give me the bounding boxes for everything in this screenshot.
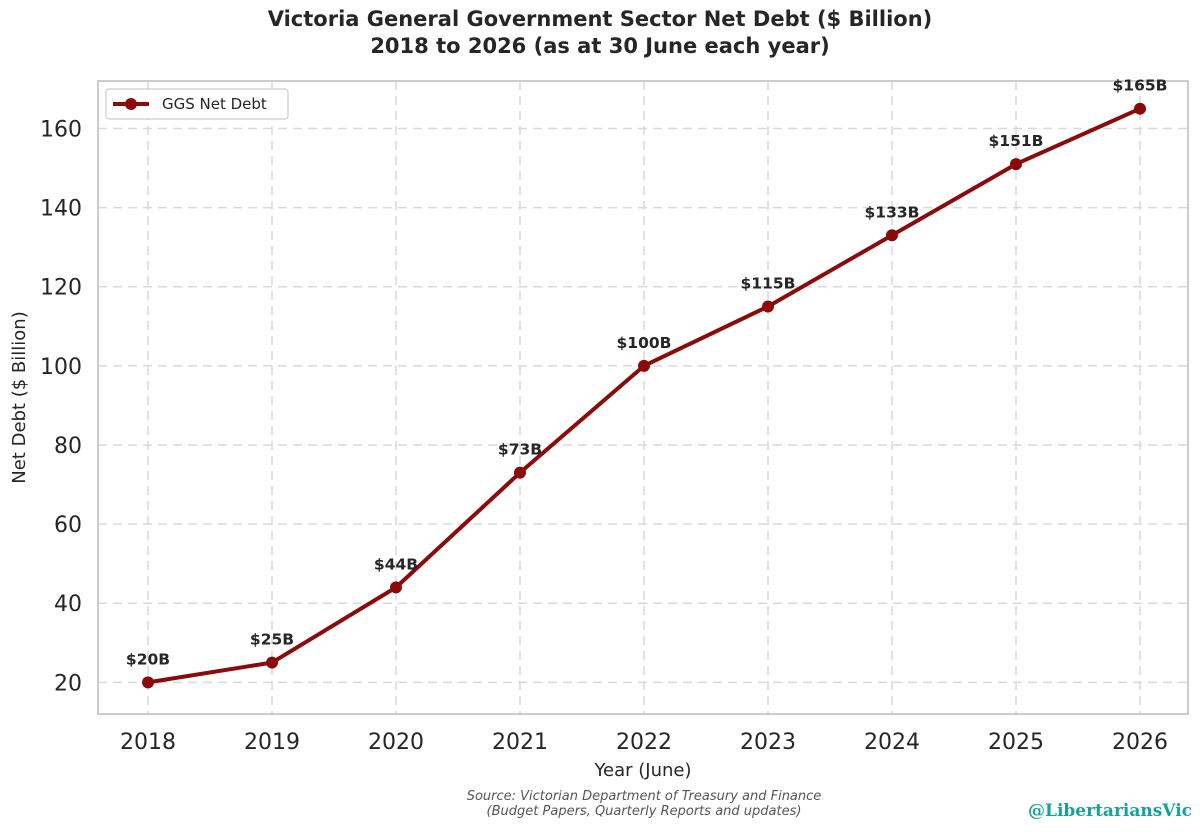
data-label-2024: $133B [865, 203, 920, 221]
y-tick-label-60: 60 [54, 513, 82, 538]
plot-frame [97, 80, 1189, 715]
legend-box [105, 88, 289, 120]
data-point-2020 [390, 581, 402, 594]
twitter-handle: @LibertariansVic [1028, 801, 1192, 821]
x-tick-label-2025: 2025 [988, 730, 1044, 755]
y-axis-ticks: 20 40 60 80 100 120 140 160 [40, 117, 82, 696]
data-label-2023: $115B [741, 275, 796, 293]
data-label-2026: $165B [1113, 77, 1168, 95]
data-label-2019: $25B [250, 631, 294, 649]
data-label-2018: $20B [126, 650, 170, 668]
data-point-2019 [266, 656, 278, 669]
y-tick-label-40: 40 [54, 592, 82, 617]
x-tick-label-2026: 2026 [1112, 730, 1168, 755]
chart-title-line1: Victoria General Government Sector Net D… [267, 7, 933, 31]
data-label-2022: $100B [617, 334, 672, 352]
y-tick-label-100: 100 [40, 355, 82, 380]
x-tick-label-2021: 2021 [492, 730, 548, 755]
y-axis-label: Net Debt ($ Billion) [9, 311, 30, 483]
grid-lines [98, 81, 1188, 714]
x-tick-label-2022: 2022 [616, 730, 672, 755]
series-ggs-net-debt: $20B $25B $44B $73B $100B $115B $133B $151B $165… [126, 77, 1168, 689]
legend-entry-ggs-net-debt: GGS Net Debt [162, 95, 267, 113]
source-note: Source: Victorian Department of Treasury… [344, 789, 944, 819]
x-tick-label-2023: 2023 [740, 730, 796, 755]
y-tick-label-120: 120 [40, 276, 82, 301]
chart-title: Victoria General Government Sector Net D… [0, 6, 1200, 60]
y-tick-label-80: 80 [54, 434, 82, 459]
y-tick-label-160: 160 [40, 117, 82, 142]
data-point-2024 [886, 229, 898, 242]
legend-marker-swatch [125, 98, 137, 110]
x-tick-label-2019: 2019 [244, 730, 300, 755]
x-axis-label: Year (June) [593, 760, 691, 781]
y-tick-label-140: 140 [40, 197, 82, 222]
x-tick-label-2018: 2018 [120, 730, 176, 755]
data-point-2026 [1134, 102, 1146, 115]
data-point-2021 [514, 466, 526, 479]
data-point-2023 [762, 300, 774, 313]
data-label-2025: $151B [989, 132, 1044, 150]
x-tick-label-2024: 2024 [864, 730, 920, 755]
data-label-2020: $44B [374, 555, 418, 573]
source-line1: Source: Victorian Department of Treasury… [466, 789, 822, 804]
data-point-2025 [1010, 158, 1022, 171]
x-axis-ticks: 2018 2019 2020 2021 2022 2023 2024 2025 2026 [120, 730, 1168, 755]
data-label-2021: $73B [498, 441, 542, 459]
source-line2: (Budget Papers, Quarterly Reports and up… [486, 804, 802, 819]
data-point-2022 [638, 359, 650, 372]
data-point-2018 [142, 676, 154, 689]
y-tick-label-20: 20 [54, 671, 82, 696]
legend: GGS Net Debt [105, 88, 289, 120]
x-tick-label-2020: 2020 [368, 730, 424, 755]
chart-title-line2: 2018 to 2026 (as at 30 June each year) [370, 34, 830, 58]
